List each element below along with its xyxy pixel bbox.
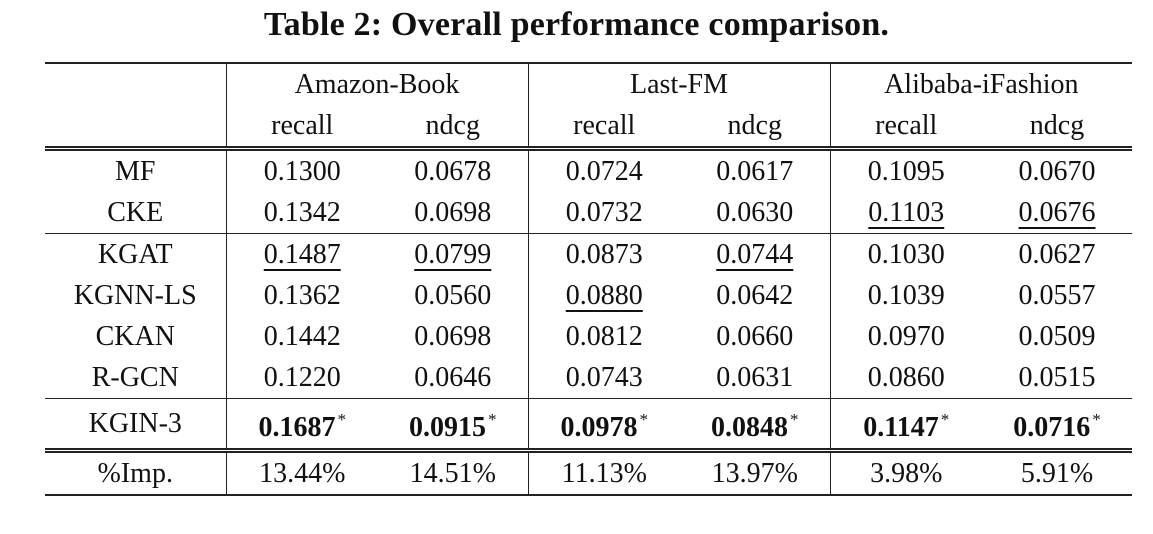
best-value: 0.0716: [1013, 412, 1091, 443]
table-row: KGNN-LS 0.1362 0.0560 0.0880 0.0642 0.10…: [45, 275, 1132, 316]
performance-table: Amazon-Book Last-FM Alibaba-iFashion rec…: [45, 62, 1133, 496]
table-cell: 0.0557: [1018, 280, 1096, 311]
table-cell: 0.0678: [378, 146, 529, 192]
second-best-value: 0.0744: [716, 239, 794, 270]
table-row: CKAN 0.1442 0.0698 0.0812 0.0660 0.0970 …: [45, 316, 1132, 357]
metric-header: recall: [271, 110, 334, 141]
table-cell: 0.0509: [1018, 321, 1096, 352]
table-row: MF 0.1300 0.0678 0.0724 0.0617 0.1095 0.…: [45, 146, 1133, 192]
best-value: 0.0978: [560, 412, 638, 443]
table-cell: 13.97%: [680, 448, 831, 496]
best-model-row: KGIN-3 0.1687 * 0.0915 * 0.0978 * 0.0848 * 0…: [45, 398, 1133, 451]
table-cell: 0.0631: [680, 357, 831, 399]
header-group-row: Amazon-Book Last-FM Alibaba-iFashion: [45, 62, 1133, 105]
table-cell: 0.0630: [680, 192, 831, 234]
significance-marker: *: [488, 410, 497, 429]
table-cell: 0.0744: [680, 233, 831, 275]
model-name: KGNN-LS: [45, 275, 227, 316]
table-cell: 0.0515: [1018, 362, 1096, 393]
best-value: 0.1687: [258, 412, 336, 443]
table-cell: 0.0646: [378, 357, 529, 399]
table-cell: 0.1687 *: [226, 398, 378, 451]
table-cell: 0.1147 *: [830, 398, 983, 451]
table-cell: 0.1030: [830, 233, 983, 275]
table-cell: 0.0660: [680, 316, 831, 357]
table-cell: 0.0848 *: [680, 398, 831, 451]
table-cell: 0.0799: [378, 233, 529, 275]
significance-marker: *: [940, 410, 950, 429]
table-cell: 0.0642: [680, 275, 831, 316]
table-cell: 0.0627: [982, 233, 1133, 275]
table-cell: 0.0880: [528, 275, 680, 316]
table-cell: 0.1103: [830, 192, 982, 234]
metric-header: recall: [875, 110, 938, 141]
table-cell: 0.1220: [263, 362, 341, 393]
table-row: R-GCN 0.1220 0.0646 0.0743 0.0631 0.0860…: [45, 357, 1132, 399]
table-cell: 0.1039: [867, 280, 945, 311]
model-name: KGAT: [45, 233, 227, 275]
table-cell: 0.1487: [226, 233, 378, 275]
metric-header: recall: [573, 110, 636, 141]
header-metric-row: recall ndcg recall ndcg recall ndcg: [45, 105, 1132, 149]
model-name: MF: [45, 146, 227, 192]
header-corner: [45, 105, 227, 149]
model-name: KGIN-3: [45, 398, 227, 451]
group-header: Last-FM: [528, 62, 831, 105]
model-name: CKAN: [45, 316, 227, 357]
improvement-label: %Imp.: [45, 448, 227, 496]
table-cell: 0.1362: [263, 280, 341, 311]
improvement-row: %Imp. 13.44% 14.51% 11.13% 13.97% 3.98% …: [45, 448, 1133, 496]
second-best-value: 0.1103: [868, 197, 945, 228]
best-value: 0.1147: [863, 412, 939, 443]
table-cell: 0.0860: [867, 362, 945, 393]
table-cell: 0.0617: [680, 146, 831, 192]
table-cell: 0.0676: [982, 192, 1132, 234]
metric-header: ndcg: [378, 105, 529, 149]
table-cell: 0.0716 *: [982, 398, 1133, 451]
table-cell: 0.0873: [528, 233, 681, 275]
table-cell: 0.0812: [565, 321, 643, 352]
second-best-value: 0.0799: [414, 239, 492, 270]
header-corner: [45, 62, 227, 105]
metric-header: ndcg: [680, 105, 831, 149]
significance-marker: *: [790, 410, 799, 429]
second-best-value: 0.0880: [565, 280, 643, 311]
table-cell: 5.91%: [982, 448, 1133, 496]
table-cell: 14.51%: [378, 448, 529, 496]
table-cell: 0.0915 *: [378, 398, 529, 451]
table-cell: 0.0698: [378, 192, 529, 234]
table-cell: 3.98%: [830, 448, 983, 496]
second-best-value: 0.0676: [1018, 197, 1096, 228]
best-value: 0.0848: [711, 412, 789, 443]
model-name: CKE: [45, 192, 227, 234]
best-value: 0.0915: [409, 412, 486, 443]
table-cell: 0.0743: [565, 362, 643, 393]
significance-marker: *: [1092, 410, 1101, 429]
table-cell: 0.0724: [528, 146, 681, 192]
group-header: Alibaba-iFashion: [830, 62, 1133, 105]
metric-header: ndcg: [1029, 110, 1085, 141]
table-cell: 0.1342: [263, 197, 341, 228]
table-cell: 0.1300: [226, 146, 378, 192]
table-cell: 11.13%: [528, 448, 681, 496]
second-best-value: 0.1487: [263, 239, 341, 270]
group-header: Amazon-Book: [226, 62, 529, 105]
table-row: CKE 0.1342 0.0698 0.0732 0.0630 0.1103 0…: [45, 192, 1132, 234]
model-name: R-GCN: [45, 357, 227, 399]
table-cell: 0.0698: [378, 316, 529, 357]
table-cell: 0.0670: [982, 146, 1133, 192]
table-cell: 0.0970: [867, 321, 945, 352]
table-cell: 0.1095: [830, 146, 983, 192]
significance-marker: *: [639, 410, 649, 429]
table-cell: 0.0732: [565, 197, 643, 228]
table-cell: 0.1442: [263, 321, 341, 352]
table-cell: 0.0978 *: [528, 398, 681, 451]
table-cell: 0.0560: [378, 275, 529, 316]
table-row: KGAT 0.1487 0.0799 0.0873 0.0744 0.1030 …: [45, 233, 1133, 275]
table-caption: Table 2: Overall performance comparison.: [263, 6, 890, 43]
table-cell: 13.44%: [226, 448, 378, 496]
significance-marker: *: [337, 410, 347, 429]
